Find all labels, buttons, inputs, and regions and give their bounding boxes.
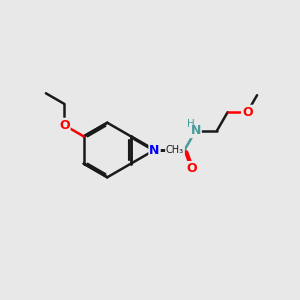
Text: CH₃: CH₃	[166, 145, 184, 155]
Text: O: O	[186, 162, 196, 175]
Text: N: N	[149, 143, 160, 157]
Text: O: O	[59, 119, 70, 132]
Text: O: O	[242, 106, 253, 119]
Text: N: N	[190, 124, 201, 137]
Text: H: H	[187, 118, 195, 128]
